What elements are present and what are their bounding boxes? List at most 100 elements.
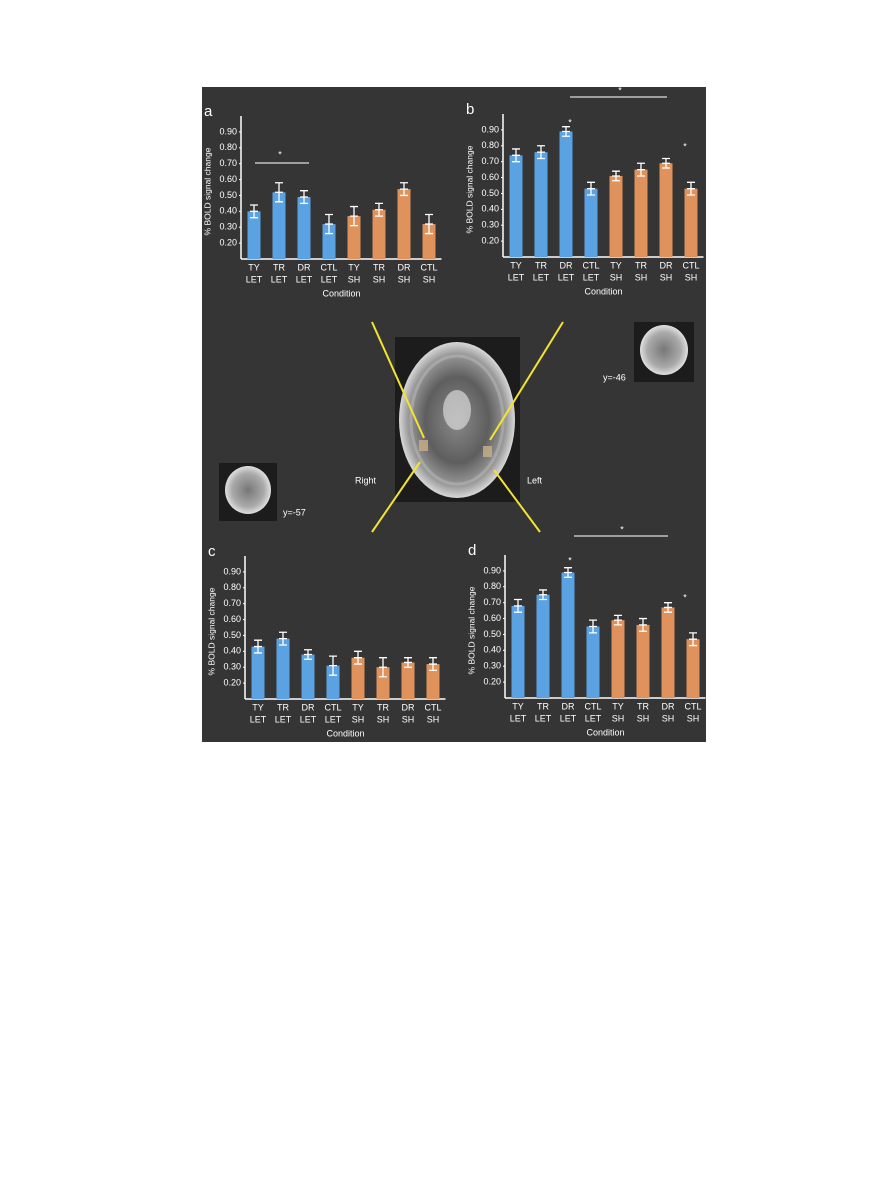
x-tick-label: LET (321, 274, 338, 284)
hemisphere-label: Right (355, 475, 377, 485)
bar (561, 572, 575, 698)
panel-letter: d (468, 542, 476, 559)
roi-marker (483, 446, 492, 457)
x-tick-label: LET (510, 713, 527, 723)
error-bar (537, 145, 545, 160)
x-tick-label: LET (250, 714, 267, 724)
x-tick-label: TY (348, 262, 360, 272)
y-tick-label: 0.90 (483, 565, 501, 575)
error-bar (350, 205, 358, 227)
x-tick-label: SH (685, 272, 698, 282)
bar (372, 209, 386, 259)
slice-label: y=-46 (603, 372, 626, 382)
pointer-line (371, 461, 421, 533)
y-tick-label: 0.60 (481, 172, 499, 182)
hemisphere-label: Left (527, 475, 543, 485)
slice-label: y=-57 (283, 507, 306, 517)
x-tick-label: SH (402, 714, 415, 724)
y-tick-label: 0.70 (483, 597, 501, 607)
x-tick-label: CTL (324, 702, 341, 712)
x-tick-label: TR (637, 701, 649, 711)
x-tick-label: SH (427, 714, 440, 724)
error-bar (664, 602, 672, 613)
y-tick-label: 0.30 (223, 662, 241, 672)
x-tick-label: LET (558, 272, 575, 282)
y-tick-label: 0.80 (481, 140, 499, 150)
error-bar (539, 589, 547, 601)
x-tick-label: LET (585, 713, 602, 723)
x-tick-label: LET (300, 714, 317, 724)
bar (376, 667, 390, 699)
error-bar (512, 148, 520, 163)
significance-marker: * (618, 85, 622, 95)
x-tick-label: TY (248, 262, 260, 272)
error-bar (325, 213, 333, 235)
x-tick-label: DR (662, 701, 675, 711)
bar (686, 639, 700, 698)
coronal-brain (225, 466, 271, 514)
error-bar (329, 655, 337, 676)
x-tick-label: TY (512, 701, 524, 711)
y-tick-label: 0.20 (481, 235, 499, 245)
x-tick-label: SH (660, 272, 673, 282)
error-bar (562, 126, 570, 137)
x-tick-label: SH (610, 272, 623, 282)
x-tick-label: DR (562, 701, 575, 711)
x-tick-label: TY (610, 260, 622, 270)
x-tick-label: DR (560, 260, 573, 270)
x-tick-label: TR (635, 260, 647, 270)
x-tick-label: TY (252, 702, 264, 712)
bar (276, 638, 290, 699)
x-tick-label: CTL (582, 260, 599, 270)
coronal-brain (640, 325, 688, 375)
y-tick-label: 0.90 (219, 126, 237, 136)
x-tick-label: TR (535, 260, 547, 270)
x-tick-label: CTL (682, 260, 699, 270)
x-tick-label: SH (612, 713, 625, 723)
error-bar (429, 657, 437, 672)
x-tick-label: SH (637, 713, 650, 723)
x-tick-label: SH (687, 713, 700, 723)
pointer-line (493, 469, 541, 533)
error-bar (354, 650, 362, 665)
bar (247, 211, 261, 259)
x-tick-label: SH (398, 274, 411, 284)
panel-letter: c (208, 543, 216, 560)
bar (301, 654, 315, 699)
bar (609, 175, 623, 257)
bar (326, 665, 340, 699)
y-tick-label: 0.60 (219, 174, 237, 184)
bar (661, 607, 675, 698)
error-bar (637, 162, 645, 177)
y-axis-label: % BOLD signal change (464, 145, 474, 233)
y-tick-label: 0.30 (481, 220, 499, 230)
y-axis-label: % BOLD signal change (206, 587, 216, 675)
pointer-line (371, 321, 425, 439)
y-tick-label: 0.90 (481, 124, 499, 134)
x-tick-label: TY (612, 701, 624, 711)
significance-marker: * (683, 141, 687, 151)
y-axis-label: % BOLD signal change (202, 147, 212, 235)
y-tick-label: 0.50 (483, 629, 501, 639)
bar (536, 594, 550, 698)
pointer-line (489, 321, 564, 441)
error-bar (304, 649, 312, 660)
y-tick-label: 0.70 (481, 156, 499, 166)
error-bar (687, 181, 695, 196)
bar (297, 197, 311, 259)
x-tick-label: TR (273, 262, 285, 272)
axial-brain-detail (443, 390, 471, 430)
x-tick-label: LET (508, 272, 525, 282)
error-bar (589, 619, 597, 634)
x-axis-label: Condition (322, 288, 360, 298)
error-bar (564, 567, 572, 578)
x-tick-label: LET (296, 274, 313, 284)
bar (636, 624, 650, 698)
error-bar (425, 213, 433, 235)
x-tick-label: DR (398, 262, 411, 272)
error-bar (639, 617, 647, 632)
x-tick-label: DR (298, 262, 311, 272)
y-tick-label: 0.80 (223, 582, 241, 592)
y-tick-label: 0.20 (483, 676, 501, 686)
y-tick-label: 0.70 (223, 598, 241, 608)
